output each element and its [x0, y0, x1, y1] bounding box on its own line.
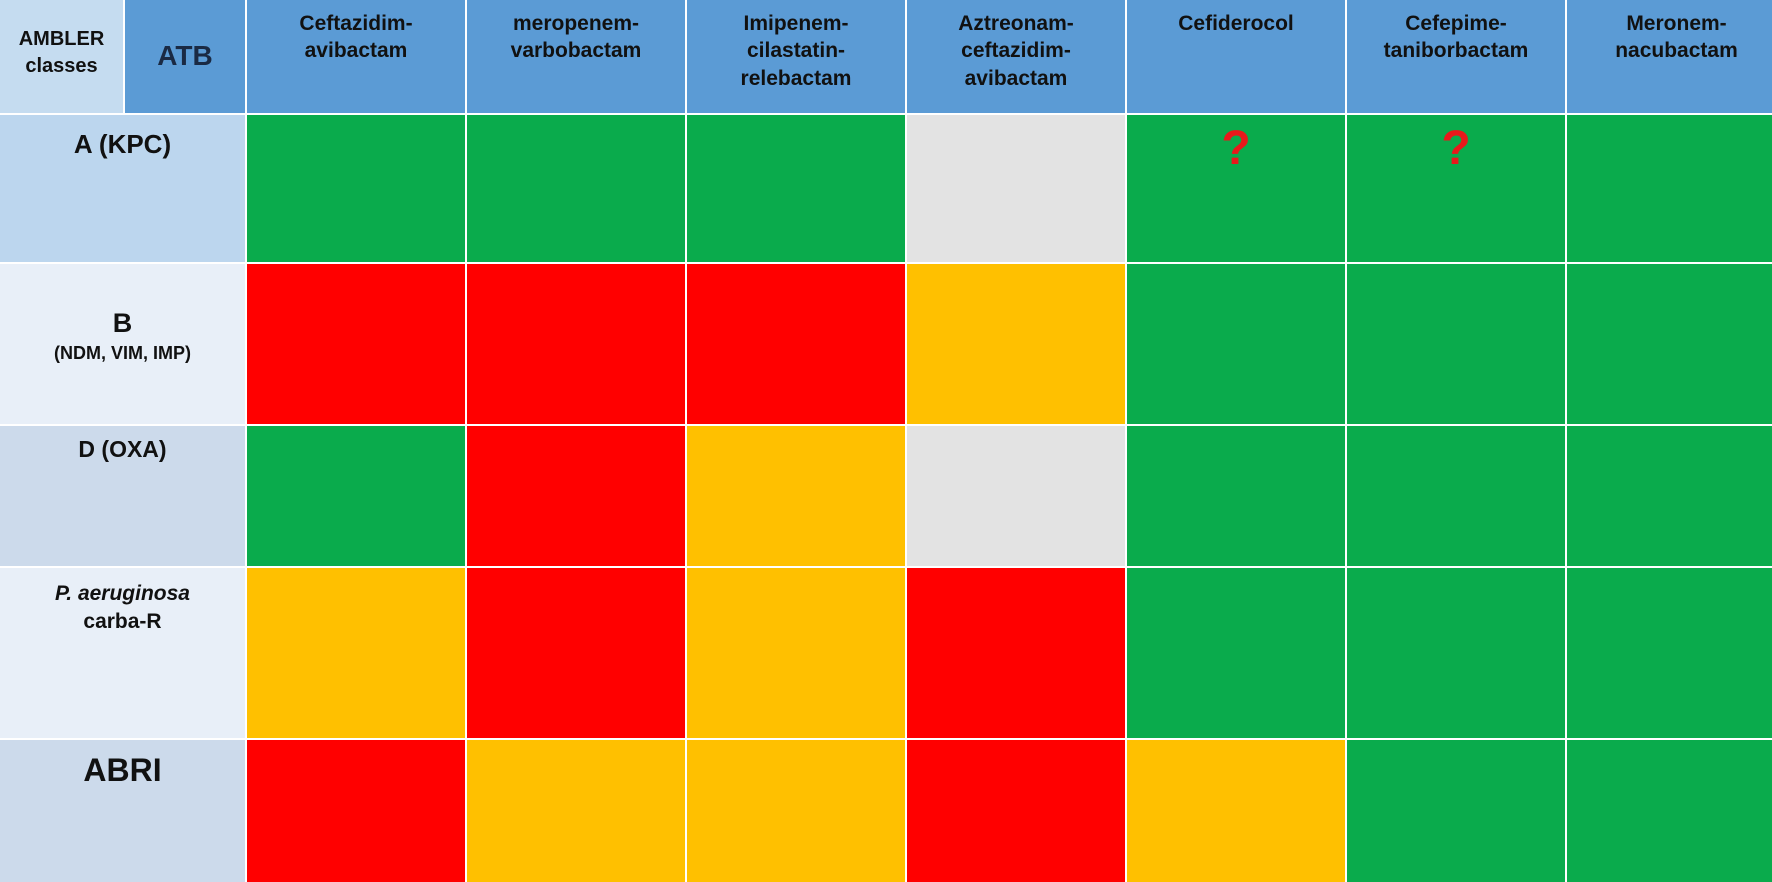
activity-cell-r3-c1: [247, 426, 465, 566]
activity-cell-r2-c4: [907, 264, 1125, 424]
ambler-classes-header: AMBLER classes: [0, 0, 123, 113]
activity-cell-r2-c7: [1567, 264, 1772, 424]
activity-cell-r1-c7: [1567, 115, 1772, 262]
activity-cell-r1-c6: ?: [1347, 115, 1565, 262]
uncertain-mark: ?: [1441, 122, 1471, 175]
activity-cell-r1-c4: [907, 115, 1125, 262]
activity-cell-r4-c4: [907, 568, 1125, 738]
column-header-7: Meronem- nacubactam: [1567, 0, 1772, 113]
activity-cell-r3-c7: [1567, 426, 1772, 566]
row-label: A (KPC): [73, 129, 172, 159]
uncertain-mark: ?: [1221, 122, 1251, 175]
row-label: D (OXA): [78, 436, 167, 462]
row-header-5: ABRI: [0, 740, 245, 882]
activity-cell-r4-c6: [1347, 568, 1565, 738]
activity-cell-r3-c3: [687, 426, 905, 566]
row-header-1: A (KPC): [0, 115, 245, 262]
atb-header: ATB: [125, 0, 245, 113]
activity-cell-r4-c2: [467, 568, 685, 738]
activity-cell-r4-c5: [1127, 568, 1345, 738]
activity-cell-r2-c5: [1127, 264, 1345, 424]
activity-cell-r5-c6: [1347, 740, 1565, 882]
column-header-4: Aztreonam- ceftazidim- avibactam: [907, 0, 1125, 113]
activity-cell-r1-c3: [687, 115, 905, 262]
activity-cell-r2-c6: [1347, 264, 1565, 424]
row-label: ABRI: [83, 752, 162, 788]
activity-cell-r5-c7: [1567, 740, 1772, 882]
column-header-2: meropenem- varbobactam: [467, 0, 685, 113]
activity-cell-r3-c4: [907, 426, 1125, 566]
row-label: B: [112, 308, 133, 338]
activity-cell-r2-c2: [467, 264, 685, 424]
activity-cell-r2-c3: [687, 264, 905, 424]
activity-cell-r2-c1: [247, 264, 465, 424]
column-header-3: Imipenem- cilastatin- relebactam: [687, 0, 905, 113]
activity-cell-r3-c2: [467, 426, 685, 566]
activity-cell-r5-c3: [687, 740, 905, 882]
column-header-1: Ceftazidim- avibactam: [247, 0, 465, 113]
column-header-6: Cefepime- taniborbactam: [1347, 0, 1565, 113]
row-label: P. aeruginosa: [54, 582, 190, 605]
activity-cell-r3-c6: [1347, 426, 1565, 566]
activity-cell-r1-c2: [467, 115, 685, 262]
row-header-2: B (NDM, VIM, IMP): [0, 264, 245, 424]
activity-cell-r5-c5: [1127, 740, 1345, 882]
activity-cell-r3-c5: [1127, 426, 1345, 566]
activity-cell-r5-c4: [907, 740, 1125, 882]
activity-cell-r4-c1: [247, 568, 465, 738]
activity-cell-r1-c5: ?: [1127, 115, 1345, 262]
row-header-4: P. aeruginosa carba-R: [0, 568, 245, 738]
row-header-3: D (OXA): [0, 426, 245, 566]
activity-cell-r5-c2: [467, 740, 685, 882]
activity-cell-r1-c1: [247, 115, 465, 262]
column-header-5: Cefiderocol: [1127, 0, 1345, 113]
activity-cell-r4-c3: [687, 568, 905, 738]
activity-cell-r4-c7: [1567, 568, 1772, 738]
row-sublabel: carba-R: [83, 610, 162, 633]
activity-cell-r5-c1: [247, 740, 465, 882]
row-sublabel: (NDM, VIM, IMP): [54, 343, 191, 363]
